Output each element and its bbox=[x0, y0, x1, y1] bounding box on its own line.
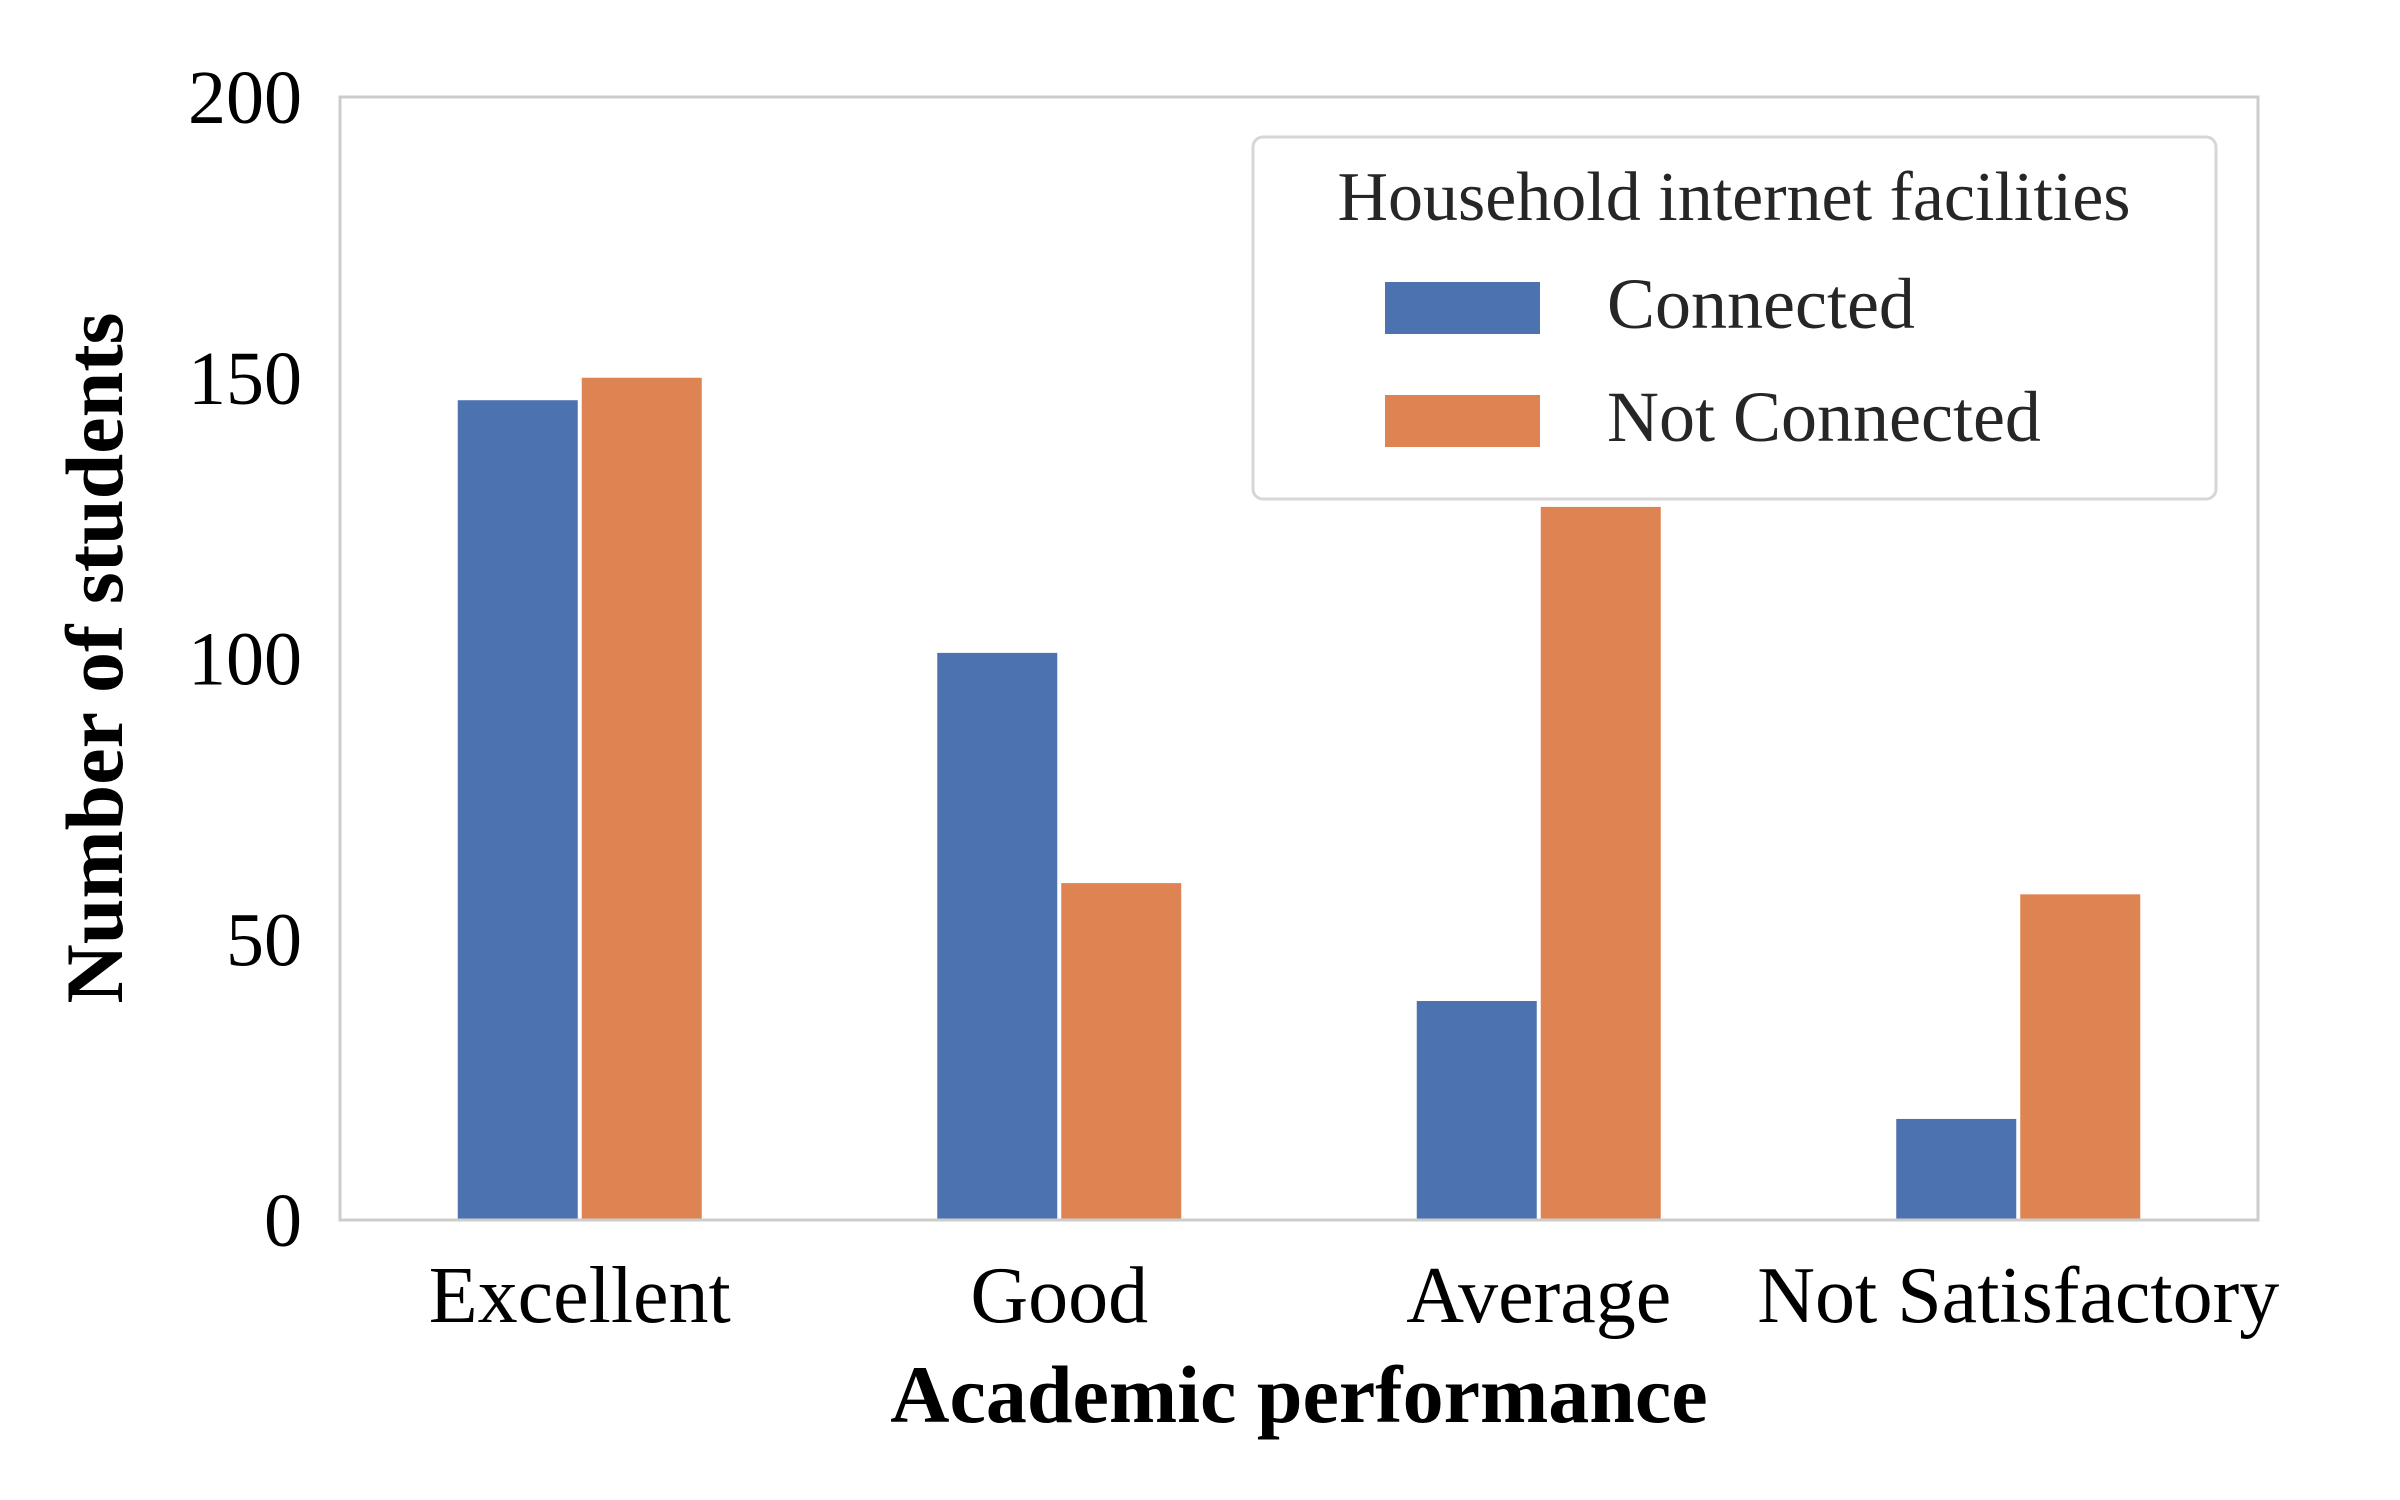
bar-connected-average bbox=[1416, 1001, 1537, 1220]
y-tick-label: 50 bbox=[226, 898, 302, 982]
bar-not-connected-not-satisfactory bbox=[2020, 894, 2141, 1220]
legend-label: Not Connected bbox=[1607, 377, 2041, 457]
x-tick-label: Good bbox=[970, 1252, 1148, 1340]
y-tick-label: 100 bbox=[188, 618, 302, 702]
bars-layer bbox=[457, 377, 2141, 1221]
bar-connected-excellent bbox=[457, 400, 578, 1221]
legend-title: Household internet facilities bbox=[1337, 159, 2130, 236]
legend-label: Connected bbox=[1607, 264, 1915, 344]
y-ticks: 0 50 100 150 200 bbox=[188, 56, 302, 1263]
bar-connected-good bbox=[937, 652, 1058, 1220]
legend: Household internet facilities Connected N… bbox=[1251, 135, 2218, 501]
bar-not-connected-good bbox=[1061, 883, 1182, 1220]
bar-not-connected-excellent bbox=[581, 377, 702, 1220]
x-ticks: Excellent Good Average Not Satisfactory bbox=[429, 1252, 2280, 1340]
y-axis-label: Number of students bbox=[49, 313, 140, 1004]
legend-swatch-connected bbox=[1385, 282, 1540, 334]
bar-connected-not-satisfactory bbox=[1896, 1118, 2017, 1220]
x-tick-label: Not Satisfactory bbox=[1757, 1252, 2279, 1340]
bar-not-connected-average bbox=[1540, 506, 1661, 1220]
legend-entries: Connected Not Connected bbox=[1385, 264, 2041, 457]
x-tick-label: Excellent bbox=[429, 1252, 731, 1340]
plot-frame bbox=[338, 95, 2260, 1222]
x-axis-label: Academic performance bbox=[890, 1349, 1707, 1440]
y-tick-label: 200 bbox=[188, 56, 302, 140]
legend-swatch-not-connected bbox=[1385, 395, 1540, 447]
y-tick-label: 150 bbox=[188, 337, 302, 421]
x-tick-label: Average bbox=[1406, 1252, 1671, 1340]
y-tick-label: 0 bbox=[264, 1179, 302, 1263]
